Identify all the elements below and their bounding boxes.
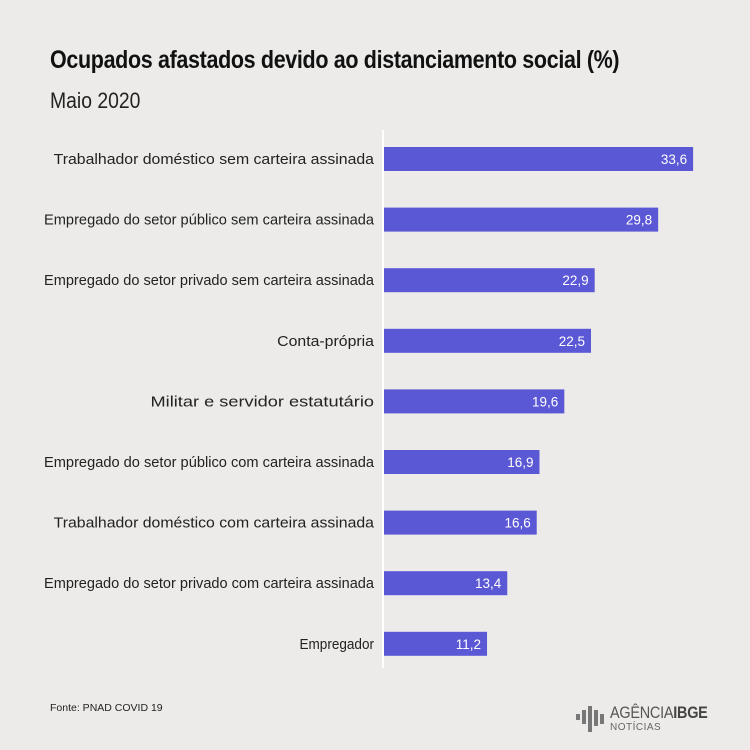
category-label: Empregado do setor público sem carteira … — [44, 213, 375, 229]
category-label: Empregador — [300, 637, 375, 653]
bar — [384, 268, 595, 293]
value-label: 11,2 — [456, 637, 481, 652]
chart-title: Ocupados afastados devido ao distanciame… — [50, 46, 620, 74]
bar — [384, 328, 591, 353]
category-label: Empregado do setor público com carteira … — [44, 455, 375, 471]
value-label: 33,6 — [661, 152, 687, 167]
value-label: 19,6 — [532, 394, 558, 409]
logo-subtext: NOTÍCIAS — [610, 722, 662, 733]
category-label: Trabalhador doméstico com carteira assin… — [54, 516, 375, 532]
logo-wordmark: AGÊNCIAIBGE — [610, 703, 708, 722]
value-label: 29,8 — [626, 213, 652, 228]
source-note: Fonte: PNAD COVID 19 — [50, 702, 163, 714]
value-label: 13,4 — [475, 576, 502, 591]
category-label: Militar e servidor estatutário — [151, 394, 375, 410]
bar — [384, 631, 488, 656]
bar — [384, 510, 537, 535]
agencia-ibge-logo: AGÊNCIAIBGE NOTÍCIAS — [574, 700, 714, 738]
bar — [384, 389, 565, 414]
value-label: 22,5 — [559, 334, 585, 349]
bar — [384, 147, 694, 171]
bar — [384, 207, 659, 232]
category-label: Conta-própria — [277, 334, 375, 350]
bar — [384, 571, 508, 596]
value-label: 16,9 — [507, 455, 533, 470]
category-label: Trabalhador doméstico sem carteira assin… — [54, 152, 375, 168]
value-label: 22,9 — [562, 273, 588, 288]
bar — [384, 450, 540, 474]
value-label: 16,6 — [504, 516, 530, 531]
category-label: Empregado do setor privado sem carteira … — [44, 273, 375, 289]
bar-chart: Trabalhador doméstico sem carteira assin… — [44, 130, 694, 668]
category-label: Empregado do setor privado com carteira … — [44, 576, 375, 592]
ibge-logo-icon — [576, 706, 604, 732]
chart-subtitle: Maio 2020 — [50, 88, 141, 113]
